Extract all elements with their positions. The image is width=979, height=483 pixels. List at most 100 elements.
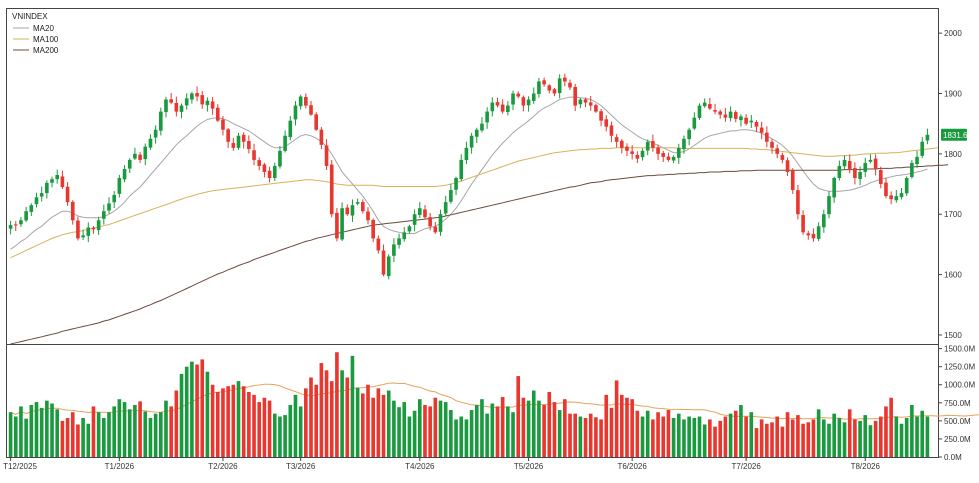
volume-bar <box>920 410 925 457</box>
volume-bar <box>252 394 256 457</box>
x-tick-label: T8/2026 <box>851 462 881 471</box>
volume-bar <box>345 377 350 457</box>
volume-bar <box>8 412 13 457</box>
candle <box>252 143 256 166</box>
candle-body <box>158 111 163 131</box>
candle-body <box>495 102 500 106</box>
candle <box>361 199 365 214</box>
volume-bar <box>371 397 375 457</box>
volume-bar <box>112 406 116 457</box>
volume-bar <box>195 364 199 457</box>
volume-bar <box>257 402 262 457</box>
candle-body <box>739 116 743 121</box>
volume-bar <box>723 416 728 457</box>
candle-body <box>708 104 712 109</box>
volume-bar <box>65 417 70 457</box>
volume-bar <box>495 406 500 457</box>
candle <box>381 244 386 277</box>
candle <box>231 137 236 151</box>
candle <box>910 160 914 179</box>
candle-body <box>81 235 85 238</box>
candle-body <box>153 129 158 138</box>
volume-bar <box>221 388 225 457</box>
volume-bar <box>873 420 878 457</box>
candle <box>122 165 127 183</box>
candle-body <box>76 220 80 239</box>
candle-body <box>583 99 588 103</box>
candle <box>45 180 49 199</box>
candle <box>811 228 816 242</box>
volume-bar <box>837 417 842 457</box>
candle <box>583 97 588 108</box>
volume-bar <box>702 424 707 457</box>
candle <box>324 139 329 170</box>
candle <box>490 97 495 117</box>
candle <box>195 86 199 102</box>
volume-bar <box>361 393 365 457</box>
candle-body <box>143 146 148 160</box>
candle-body <box>340 208 344 240</box>
candle-body <box>744 117 748 124</box>
volume-bar <box>438 400 443 457</box>
volume-bar <box>397 407 401 457</box>
candle-body <box>858 171 862 179</box>
candle <box>697 103 702 120</box>
candle <box>205 97 210 112</box>
candle <box>889 191 893 205</box>
candle <box>200 91 205 109</box>
volume-bar <box>386 390 391 457</box>
volume-bar <box>190 361 194 457</box>
candle <box>925 128 930 145</box>
volume-bar <box>733 410 738 457</box>
volume-bar <box>236 381 241 457</box>
volume-bar <box>656 412 660 457</box>
candle <box>594 103 598 113</box>
candle <box>873 154 878 176</box>
candle-body <box>723 114 728 118</box>
candle <box>588 96 593 111</box>
volume-bar <box>449 410 453 457</box>
candle-body <box>50 179 54 183</box>
candle-body <box>578 99 583 105</box>
volume-bar <box>376 388 381 457</box>
volume-bar <box>485 413 489 457</box>
candle <box>107 197 111 214</box>
volume-bar <box>842 422 847 457</box>
candle <box>438 209 443 236</box>
volume-bar <box>708 419 712 457</box>
candle-body <box>433 226 438 233</box>
volume-bar <box>153 413 158 457</box>
legend-label-ma100: MA100 <box>33 35 59 44</box>
volume-panel-frame <box>6 344 939 458</box>
volume-bar <box>894 416 899 457</box>
candle <box>573 83 577 112</box>
candle <box>133 147 137 161</box>
candle <box>687 127 691 146</box>
volume-bar <box>24 418 28 457</box>
volume-bar <box>609 407 614 457</box>
volume-bar <box>241 386 246 457</box>
volume-bar <box>428 406 432 457</box>
volume-tick-label: 0.0M <box>944 453 962 462</box>
volume-bar <box>858 420 862 457</box>
candle-body <box>350 205 355 216</box>
volume-bar <box>713 426 717 457</box>
candle-body <box>770 141 774 148</box>
volume-bar <box>547 391 552 457</box>
candle-body <box>594 105 598 112</box>
volume-bar <box>205 371 210 457</box>
candle-body <box>241 134 246 142</box>
candle-body <box>13 224 18 226</box>
candle-body <box>868 159 873 162</box>
candle-body <box>247 141 251 150</box>
ma20-line <box>10 96 928 250</box>
last-price-group: 1831.6 <box>941 128 968 141</box>
volume-bar <box>666 410 671 457</box>
candle <box>210 97 215 115</box>
candle-body <box>402 232 407 240</box>
volume-bar <box>744 416 748 457</box>
candle-body <box>785 160 790 172</box>
candle-body <box>863 162 868 172</box>
candle-body <box>847 160 852 169</box>
candle-body <box>619 140 624 148</box>
